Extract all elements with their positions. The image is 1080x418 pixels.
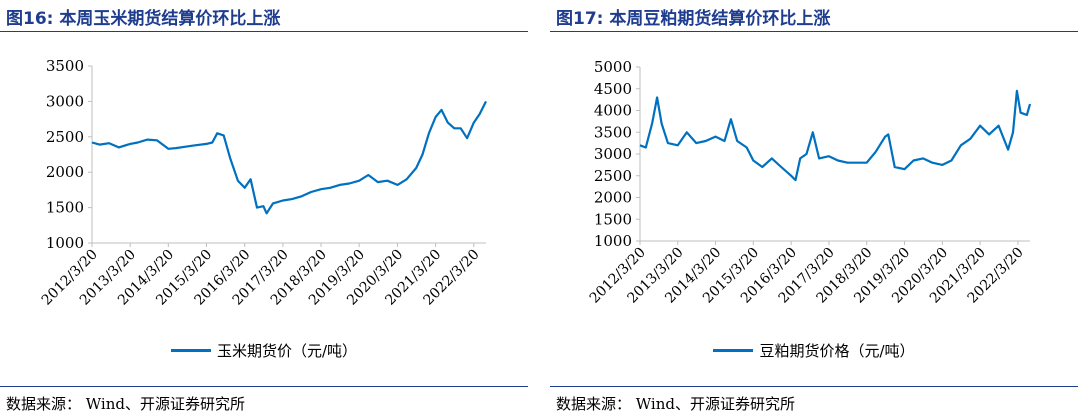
y-tick-label: 1000 xyxy=(46,234,84,252)
legend-swatch xyxy=(170,349,211,352)
title-divider xyxy=(550,31,1078,32)
y-tick-label: 5000 xyxy=(594,58,632,76)
corn-futures-chart: 1000150020002500300035002012/3/202013/3/… xyxy=(39,57,487,309)
y-tick-label: 4500 xyxy=(594,80,632,98)
y-tick-label: 1500 xyxy=(46,199,84,217)
y-tick-label: 3000 xyxy=(46,92,84,110)
y-tick-label: 2500 xyxy=(46,128,84,146)
title-divider xyxy=(0,31,528,32)
y-tick-label: 4000 xyxy=(594,102,632,120)
series-line xyxy=(91,100,487,215)
y-tick-label: 1000 xyxy=(594,232,632,250)
right-panel: 图17: 本周豆粕期货结算价环比上涨 1000 1500 2000 2500 3000 3… xyxy=(550,0,1080,418)
source-note: 数据来源： Wind、开源证券研究所 xyxy=(6,395,245,413)
legend-label-soymeal: 豆粕期货价格（元/吨） xyxy=(759,342,915,360)
chart-title-soymeal: 图17: 本周豆粕期货结算价环比上涨 xyxy=(556,9,831,29)
y-tick-label: 2000 xyxy=(46,163,84,181)
series-line xyxy=(639,89,1032,182)
source-divider xyxy=(0,386,528,387)
left-panel: 图16: 本周玉米期货结算价环比上涨 1000 1500 2000 2500 3000 3… xyxy=(0,0,530,418)
y-tick-label: 2500 xyxy=(594,167,632,185)
y-tick-label: 3500 xyxy=(594,123,632,141)
soymeal-futures-chart: 1000150020002500300035004000450050002012… xyxy=(587,58,1032,307)
soymeal-chart-legend: 豆粕期货价格（元/吨） xyxy=(550,340,1078,361)
y-tick-label: 1500 xyxy=(594,210,632,228)
source-divider xyxy=(550,386,1078,387)
chart-title-corn: 图16: 本周玉米期货结算价环比上涨 xyxy=(6,9,281,29)
y-tick-label: 3500 xyxy=(46,57,84,75)
legend-label-corn: 玉米期货价（元/吨） xyxy=(216,342,358,360)
y-tick-label: 2000 xyxy=(594,189,632,207)
legend-swatch xyxy=(713,349,754,352)
y-tick-label: 3000 xyxy=(594,145,632,163)
source-note: 数据来源： Wind、开源证券研究所 xyxy=(556,395,795,413)
corn-chart-legend: 玉米期货价（元/吨） xyxy=(0,340,528,361)
